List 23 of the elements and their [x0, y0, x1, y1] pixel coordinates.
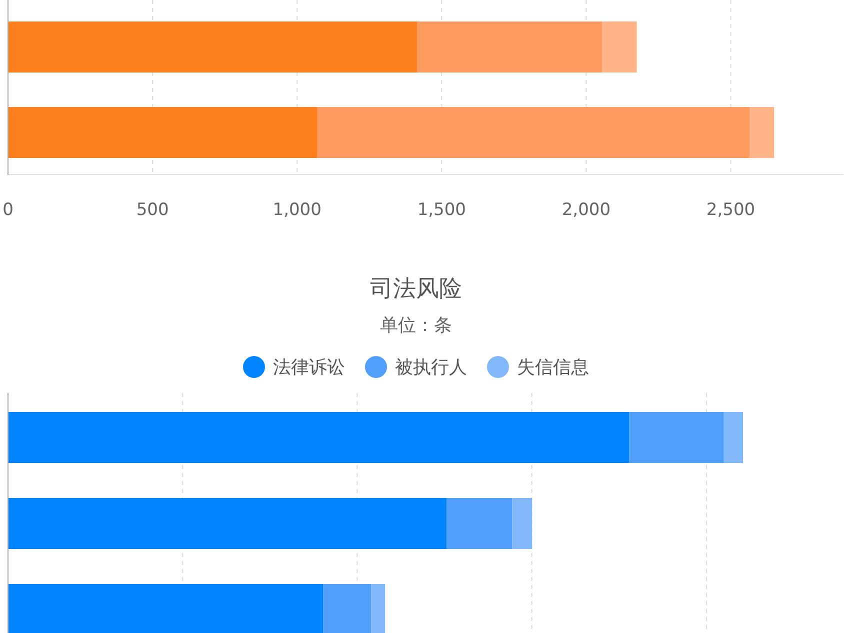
bar	[8, 412, 630, 463]
chart-title: 司法风险	[370, 276, 462, 302]
x-tick-label: 0	[2, 200, 14, 220]
x-tick-label: 500	[136, 200, 169, 220]
legend-label: 被执行人	[395, 357, 467, 378]
bar	[629, 412, 724, 463]
bar	[602, 22, 637, 72]
bar	[8, 22, 418, 72]
legend-label: 法律诉讼	[273, 357, 345, 378]
bar	[724, 412, 744, 463]
x-tick-label: 1,000	[272, 200, 322, 220]
bar	[750, 107, 774, 158]
legend-label: 失信信息	[517, 357, 589, 378]
x-tick-label: 2,500	[706, 200, 756, 220]
bar	[8, 498, 447, 549]
chart-subtitle: 单位：条	[380, 315, 452, 336]
bar	[317, 107, 750, 158]
x-tick-label: 1,500	[417, 200, 466, 220]
bar	[417, 22, 602, 72]
x-tick-label: 2,000	[562, 200, 611, 220]
bar	[8, 107, 318, 158]
bar	[512, 498, 532, 549]
bar	[446, 498, 512, 549]
